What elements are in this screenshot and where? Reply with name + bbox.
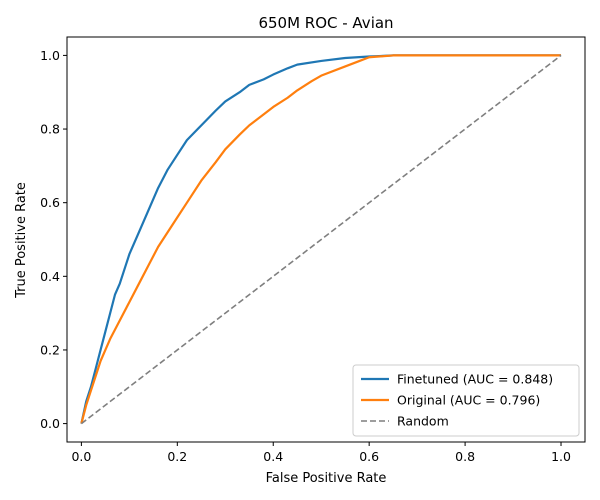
legend-label: Random: [397, 414, 449, 429]
x-tick-label: 0.8: [455, 449, 475, 464]
plot-lines: [80, 54, 562, 425]
y-tick-label: 0.8: [40, 122, 60, 137]
y-tick-label: 0.0: [40, 416, 60, 431]
x-axis-label: False Positive Rate: [266, 471, 387, 486]
x-tick-label: 0.4: [263, 449, 283, 464]
y-axis-ticks: 0.0 0.2 0.4 0.6 0.8 1.0: [40, 48, 67, 431]
y-axis-label: True Positive Rate: [14, 182, 29, 299]
x-tick-label: 0.0: [71, 449, 91, 464]
y-tick-label: 0.4: [40, 269, 60, 284]
legend-label: Finetuned (AUC = 0.848): [397, 372, 553, 387]
legend-box: [352, 364, 580, 437]
plot-frame: [66, 36, 586, 443]
series-line-0: [80, 54, 562, 424]
x-axis-ticks: 0.0 0.2 0.4 0.6 0.8 1.0: [71, 442, 571, 464]
x-tick-label: 0.6: [359, 449, 379, 464]
x-tick-label: 1.0: [551, 449, 571, 464]
series-line-2: [80, 54, 562, 425]
x-tick-label: 0.2: [167, 449, 187, 464]
series-line-1: [80, 54, 562, 424]
y-tick-label: 0.2: [40, 342, 60, 357]
chart-title: 650M ROC - Avian: [258, 14, 393, 32]
legend: Finetuned (AUC = 0.848) Original (AUC = 0…: [352, 364, 580, 437]
y-tick-label: 1.0: [40, 48, 60, 63]
legend-label: Original (AUC = 0.796): [397, 393, 540, 408]
y-tick-label: 0.6: [40, 195, 60, 210]
